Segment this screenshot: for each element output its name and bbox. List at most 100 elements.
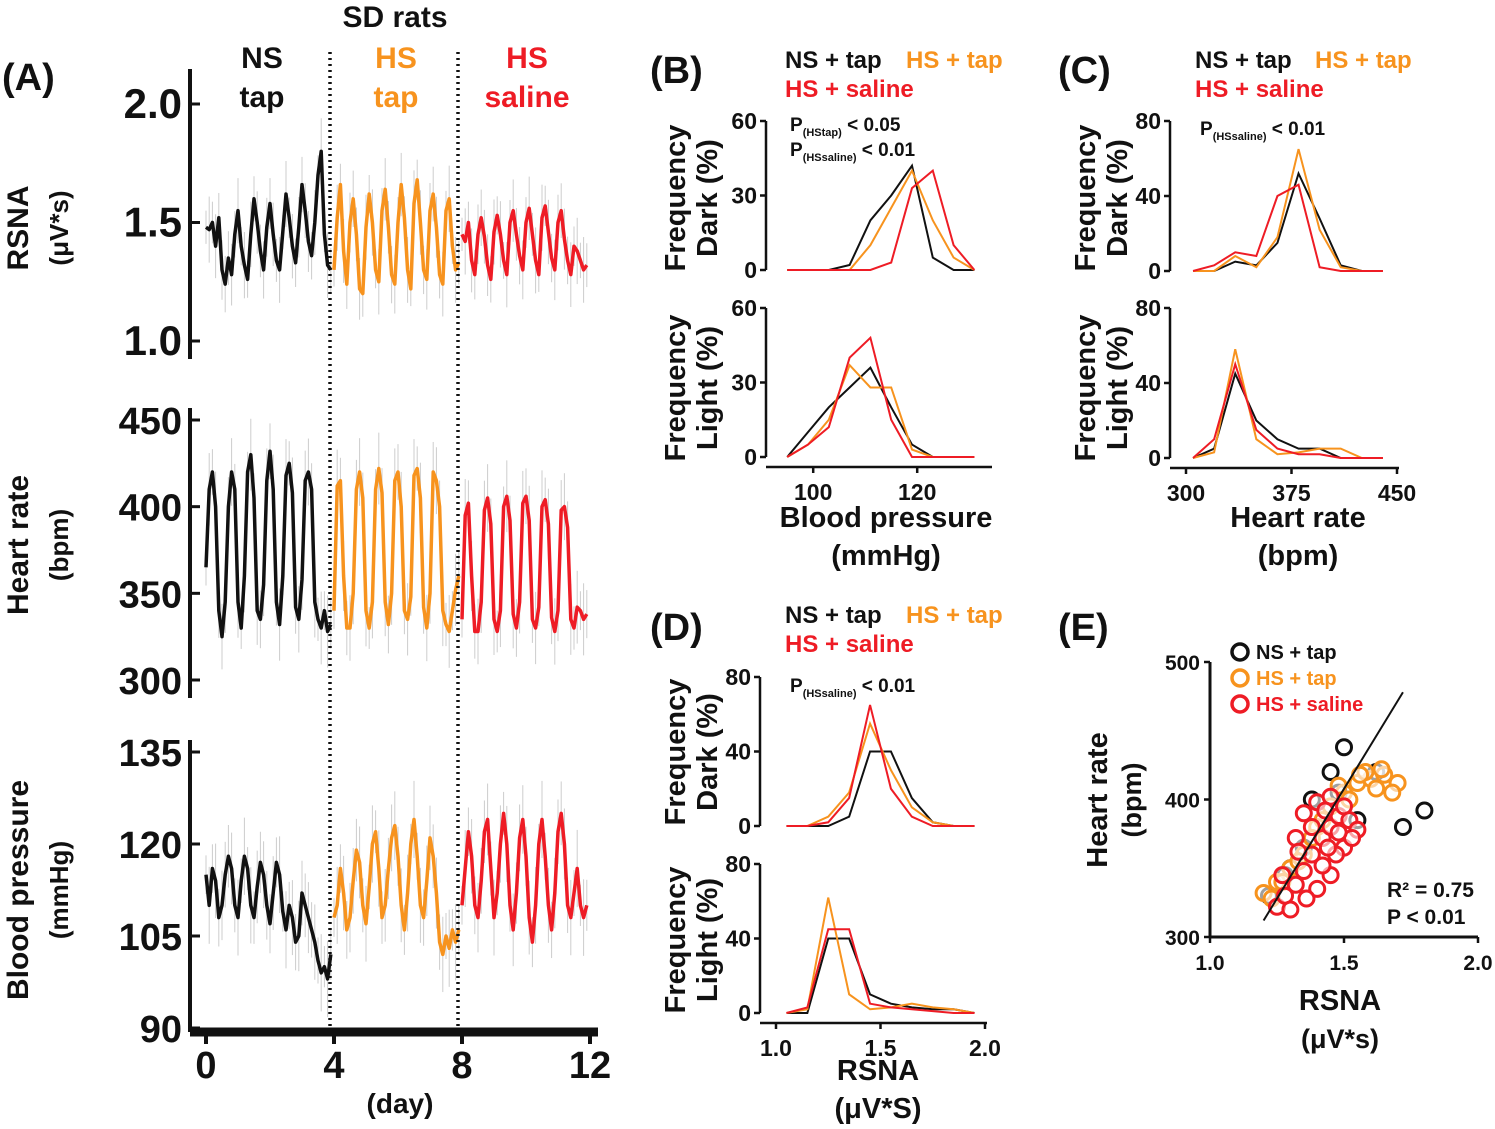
d-dark-tick-label: 40 [725, 739, 751, 765]
d-light-ylabel: Frequency Light (%) [660, 867, 724, 1014]
e-legend-ns-tap: NS + tap [1256, 642, 1337, 664]
d-legend-ns-tap: NS + tap [785, 602, 882, 629]
e-stats-r2: R² = 0.75 [1387, 879, 1474, 902]
bp-series-hs-saline [460, 811, 589, 944]
b-light-tick-label: 60 [731, 295, 757, 321]
hr-tick-label: 400 [119, 488, 182, 530]
e-legend-marker-hs-saline [1230, 694, 1250, 714]
e-regression-line [1262, 691, 1404, 922]
hr-tick-label: 450 [119, 401, 182, 443]
svg-text:Light (%): Light (%) [692, 878, 724, 1002]
e-point-hs-saline [1318, 838, 1337, 857]
c-light-series-hs-tap [1192, 349, 1383, 459]
b-annotation-hstap: P(HStap) < 0.05 [790, 115, 901, 139]
hr-series-ns-tap [204, 449, 333, 639]
e-point-hs-tap [1383, 783, 1402, 802]
e-point-hs-saline [1286, 875, 1305, 894]
c-dark-tick-label: 40 [1135, 183, 1161, 209]
hr-axis-title: Heart rate (bpm) [2, 475, 74, 615]
bp-tick-label: 135 [119, 733, 182, 775]
panel-e: (E) NS + tap HS + tap HS + saline Heart … [1058, 607, 1493, 1054]
b-xlabel-line1: Blood pressure [780, 502, 993, 534]
e-point-ns-tap [1321, 763, 1340, 781]
c-x-tick-label: 300 [1167, 480, 1205, 506]
bp-series-ns-tap [204, 854, 333, 981]
d-x-tick-label: 1.5 [865, 1035, 897, 1061]
d-light-tick-label: 40 [725, 926, 751, 952]
panel-a: SD rats (A) NS tap HS tap HS saline RSNA… [2, 1, 611, 1119]
d-x-tick-label: 2.0 [969, 1035, 1001, 1061]
c-dark-tick-label: 80 [1135, 108, 1161, 134]
e-legend-hs-saline: HS + saline [1256, 694, 1363, 716]
c-xlabel-line1: Heart rate [1230, 502, 1365, 534]
svg-text:Frequency: Frequency [660, 315, 692, 462]
e-point-hs-saline [1297, 889, 1316, 908]
c-x-tick-label: 450 [1378, 480, 1416, 506]
bp-tick-label: 105 [119, 917, 182, 959]
c-dark-series-hs-saline [1192, 183, 1383, 272]
b-legend-ns-tap: NS + tap [785, 47, 882, 74]
phase-3-line1: HS [506, 42, 548, 75]
svg-text:Frequency: Frequency [660, 679, 692, 826]
e-y-tick-label: 400 [1165, 790, 1200, 813]
e-point-hs-saline [1329, 823, 1348, 842]
c-xlabel-line2: (bpm) [1258, 540, 1339, 572]
d-dark-tick-label: 80 [725, 664, 751, 690]
e-point-hs-tap [1372, 760, 1391, 779]
panel-d: (D) NS + tap HS + tap HS + saline Freque… [650, 602, 1003, 1125]
panel-b: (B) NS + tap HS + tap HS + saline Freque… [650, 47, 1003, 572]
phase-3-line2: saline [484, 81, 569, 114]
svg-text:Light (%): Light (%) [692, 326, 724, 450]
panel-a-plot: 2.0 1.5 1.0 450 400 350 300 135 120 105 90 0 4 8 12 [119, 52, 611, 1087]
b-dark-tick-label: 30 [731, 183, 757, 209]
e-point-hs-saline [1294, 862, 1313, 880]
svg-text:Dark (%): Dark (%) [692, 693, 724, 811]
e-point-hs-saline [1294, 804, 1313, 823]
svg-text:Dark (%): Dark (%) [1102, 139, 1134, 257]
hr-tick-label: 350 [119, 574, 182, 616]
panel-c: (C) NS + tap HS + tap HS + saline Freque… [1058, 47, 1416, 572]
c-light-tick-label: 0 [1148, 445, 1161, 471]
e-point-hs-saline [1302, 818, 1321, 836]
e-point-hs-saline [1281, 900, 1300, 919]
b-dark-tick-label: 60 [731, 108, 757, 134]
b-legend-hs-saline: HS + saline [785, 76, 914, 103]
svg-text:Light (%): Light (%) [1102, 326, 1134, 450]
b-x-tick-label: 120 [898, 479, 936, 505]
phase-2-line2: tap [374, 81, 419, 114]
d-light-series-ns-tap [786, 937, 975, 1014]
b-dark-tick-label: 0 [744, 257, 757, 283]
panel-c-label: (C) [1058, 50, 1111, 92]
e-x-tick-label: 1.0 [1195, 952, 1224, 975]
d-legend-hs-tap: HS + tap [906, 602, 1003, 629]
panel-d-label: (D) [650, 607, 703, 649]
day-tick-label: 0 [195, 1045, 216, 1087]
bp-series-hs-tap [332, 817, 461, 957]
d-x-tick-label: 1.0 [760, 1035, 792, 1061]
b-legend-hs-tap: HS + tap [906, 47, 1003, 74]
d-light-tick-label: 0 [738, 1000, 751, 1026]
e-point-hs-saline [1313, 856, 1332, 875]
svg-text:Frequency: Frequency [1070, 125, 1102, 272]
b-x-tick-label: 100 [794, 479, 832, 505]
c-annotation-hssaline: P(HSsaline) < 0.01 [1200, 119, 1326, 143]
c-light-series-hs-saline [1192, 360, 1383, 459]
e-legend-hs-tap: HS + tap [1256, 668, 1337, 690]
c-legend-hs-tap: HS + tap [1315, 47, 1412, 74]
e-point-hs-saline [1273, 866, 1292, 885]
c-light-tick-label: 40 [1135, 370, 1161, 396]
d-legend-hs-saline: HS + saline [785, 631, 914, 658]
panel-b-label: (B) [650, 50, 703, 92]
svg-text:Blood pressure: Blood pressure [2, 780, 35, 1000]
b-dark-series-hs-saline [787, 168, 976, 271]
phase-2-line1: HS [375, 42, 417, 75]
e-point-hs-tap [1367, 779, 1386, 798]
e-legend-marker-hs-tap [1230, 668, 1250, 688]
d-dark-series-hs-tap [786, 720, 975, 827]
rsna-axis-title: RSNA (μV*s) [2, 185, 74, 270]
d-light-series-hs-tap [786, 897, 975, 1014]
e-point-ns-tap [1393, 818, 1412, 836]
